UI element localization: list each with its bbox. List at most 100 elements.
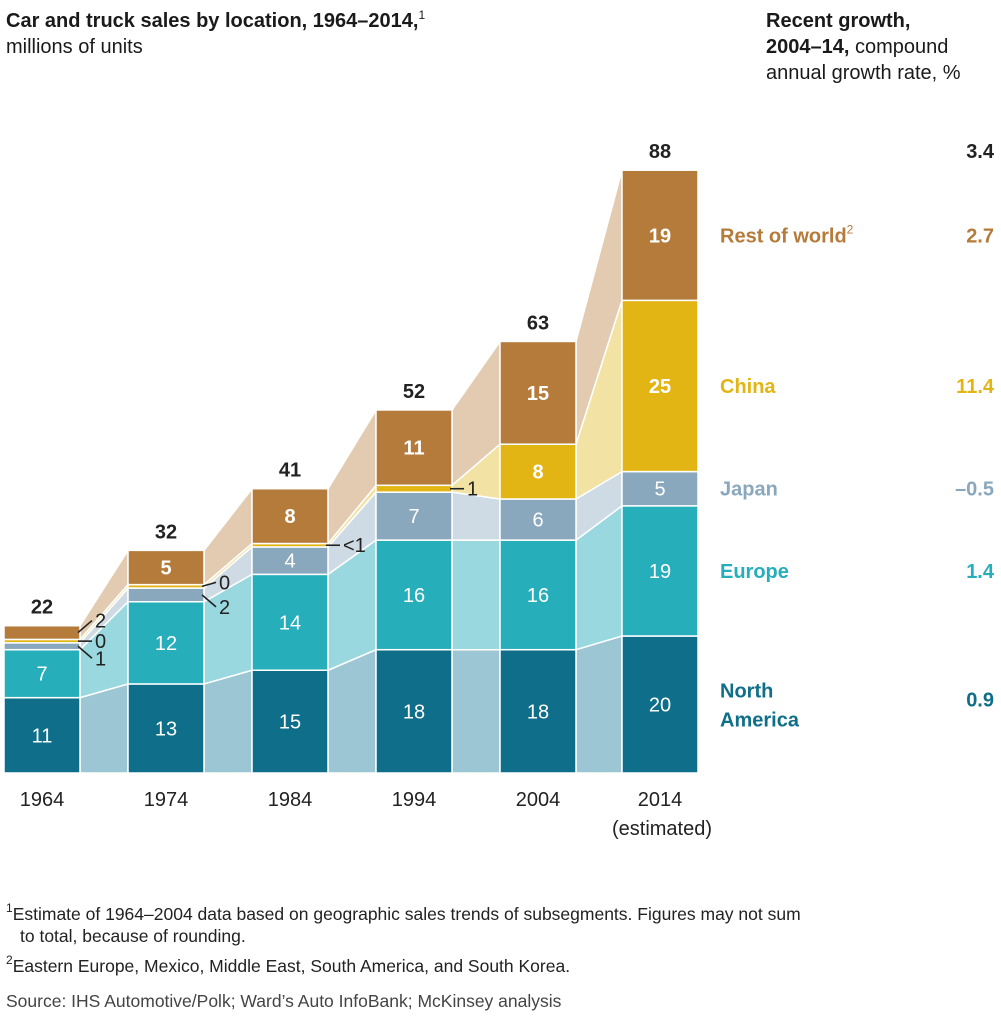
band-north-america (203, 669, 253, 774)
bar-china (375, 484, 453, 493)
x-tick-label: 1984 (268, 789, 313, 811)
bar-north-america (375, 648, 453, 774)
band-europe (451, 539, 501, 651)
leader-line-japan (201, 594, 217, 608)
segment-label-north-america: 13 (155, 718, 177, 740)
growth-rate-rest-of-world: 2.7 (966, 225, 994, 247)
bar-north-america (499, 648, 577, 774)
band-north-america (327, 648, 377, 774)
chart-title: Car and truck sales by location, 1964–20… (6, 8, 425, 60)
leader-line-china (201, 581, 217, 588)
chart-subtitle: millions of units (6, 36, 143, 58)
bar-japan (3, 642, 81, 651)
segment-label-europe: 12 (155, 633, 177, 655)
footnote-1-line1: Estimate of 1964–2004 data based on geog… (12, 904, 801, 924)
growth-header-line2-bold: 2004–14, (766, 36, 850, 58)
band-north-america (451, 648, 501, 774)
bar-total-label: 22 (31, 597, 53, 619)
segment-label-china: <1 (343, 535, 366, 557)
growth-rate-total: 3.4 (966, 141, 995, 163)
growth-header-line3: annual growth rate, % (766, 62, 961, 84)
segment-labels: 117102221964131220532197415144<184119841… (20, 141, 712, 840)
legend-label-north-america: North America (720, 681, 800, 732)
bar-japan (127, 587, 205, 603)
x-tick-sublabel: (estimated) (612, 818, 712, 840)
segment-label-rest-of-world: 11 (403, 438, 424, 460)
leader-line-japan (77, 645, 93, 659)
legend-label-japan: Japan (720, 479, 778, 501)
bar-japan (499, 498, 577, 541)
x-tick-label: 2004 (516, 789, 561, 811)
stacked-bar-chart: 117102221964131220532197415144<184119841… (3, 141, 995, 840)
leader-line-rest-of-world (77, 619, 93, 634)
segment-label-china: 25 (649, 376, 671, 398)
chart-title-main: Car and truck sales by location, 1964–20… (6, 10, 419, 32)
bar-europe (375, 539, 453, 651)
connector-bands (79, 170, 623, 774)
segment-label-rest-of-world: 19 (649, 225, 671, 247)
segment-label-north-america: 18 (403, 701, 425, 723)
bar-total-label: 88 (649, 141, 671, 163)
footnote-2-text: Eastern Europe, Mexico, Middle East, Sou… (12, 956, 571, 976)
segment-label-europe: 19 (649, 561, 671, 583)
footnote-1-line2: to total, because of rounding. (20, 926, 246, 946)
growth-header-line2-rest: compound (854, 36, 949, 58)
bar-europe (621, 505, 699, 637)
bar-rest-of-world (3, 624, 81, 641)
bar-total-label: 41 (279, 460, 301, 482)
bars (3, 169, 699, 774)
segment-label-japan: 2 (219, 597, 230, 619)
segment-label-europe: 7 (36, 664, 47, 686)
x-tick-label: 1994 (392, 789, 437, 811)
legend-label-china: China (720, 376, 776, 398)
bar-north-america (3, 696, 81, 774)
segment-label-china: 8 (532, 462, 543, 484)
bar-europe (3, 648, 81, 699)
segment-label-north-america: 11 (32, 725, 53, 747)
segment-label-china: 1 (467, 479, 478, 501)
segment-label-north-america: 15 (279, 712, 301, 734)
segment-label-rest-of-world: 5 (160, 558, 171, 580)
x-tick-label: 1964 (20, 789, 65, 811)
bar-rest-of-world (251, 487, 329, 545)
footnote-1: 1Estimate of 1964–2004 data based on geo… (6, 902, 801, 947)
bar-total-label: 52 (403, 381, 425, 403)
segment-label-rest-of-world: 15 (527, 383, 549, 405)
x-tick-label: 1974 (144, 789, 189, 811)
source-note: Source: IHS Automotive/Polk; Ward’s Auto… (6, 991, 562, 1011)
chart-title-footnote-marker: 1 (418, 8, 426, 22)
bar-rest-of-world (127, 549, 205, 586)
bar-europe (251, 573, 329, 671)
segment-label-rest-of-world: 8 (284, 506, 295, 528)
bar-north-america (127, 683, 205, 774)
segment-label-japan: 5 (654, 479, 665, 501)
bar-rest-of-world (375, 409, 453, 487)
legend-label-europe: Europe (720, 561, 789, 583)
segment-label-europe: 16 (403, 585, 425, 607)
growth-header-line1: Recent growth, (766, 10, 911, 32)
growth-rate-japan: –0.5 (955, 479, 994, 501)
segment-label-japan: 4 (284, 551, 295, 573)
segment-label-japan: 7 (408, 506, 419, 528)
segment-label-rest-of-world: 2 (95, 611, 106, 633)
bar-rest-of-world (621, 169, 699, 302)
growth-rate-north-america: 0.9 (966, 690, 994, 712)
band-north-america (575, 634, 623, 774)
growth-rate-europe: 1.4 (966, 561, 995, 583)
growth-header: Recent growth, 2004–14, compound annual … (766, 8, 961, 86)
segment-label-europe: 14 (279, 612, 301, 634)
segment-label-north-america: 18 (527, 701, 549, 723)
footnote-2-marker: 2 (6, 953, 13, 967)
footnote-2: 2Eastern Europe, Mexico, Middle East, So… (6, 953, 571, 977)
legend: Rest of world2 2.7 China 11.4 Japan –0.5 Europ… (720, 141, 995, 731)
bar-north-america (251, 669, 329, 774)
bar-rest-of-world (499, 340, 577, 445)
bar-total-label: 32 (155, 521, 177, 543)
bar-china (499, 443, 577, 500)
segment-label-japan: 6 (532, 510, 543, 532)
segment-label-north-america: 20 (649, 695, 671, 717)
segment-label-japan: 1 (95, 648, 106, 670)
segment-label-china: 0 (95, 631, 106, 653)
x-tick-label: 2014 (638, 789, 683, 811)
legend-label-rest-of-world: Rest of world2 (720, 222, 854, 247)
